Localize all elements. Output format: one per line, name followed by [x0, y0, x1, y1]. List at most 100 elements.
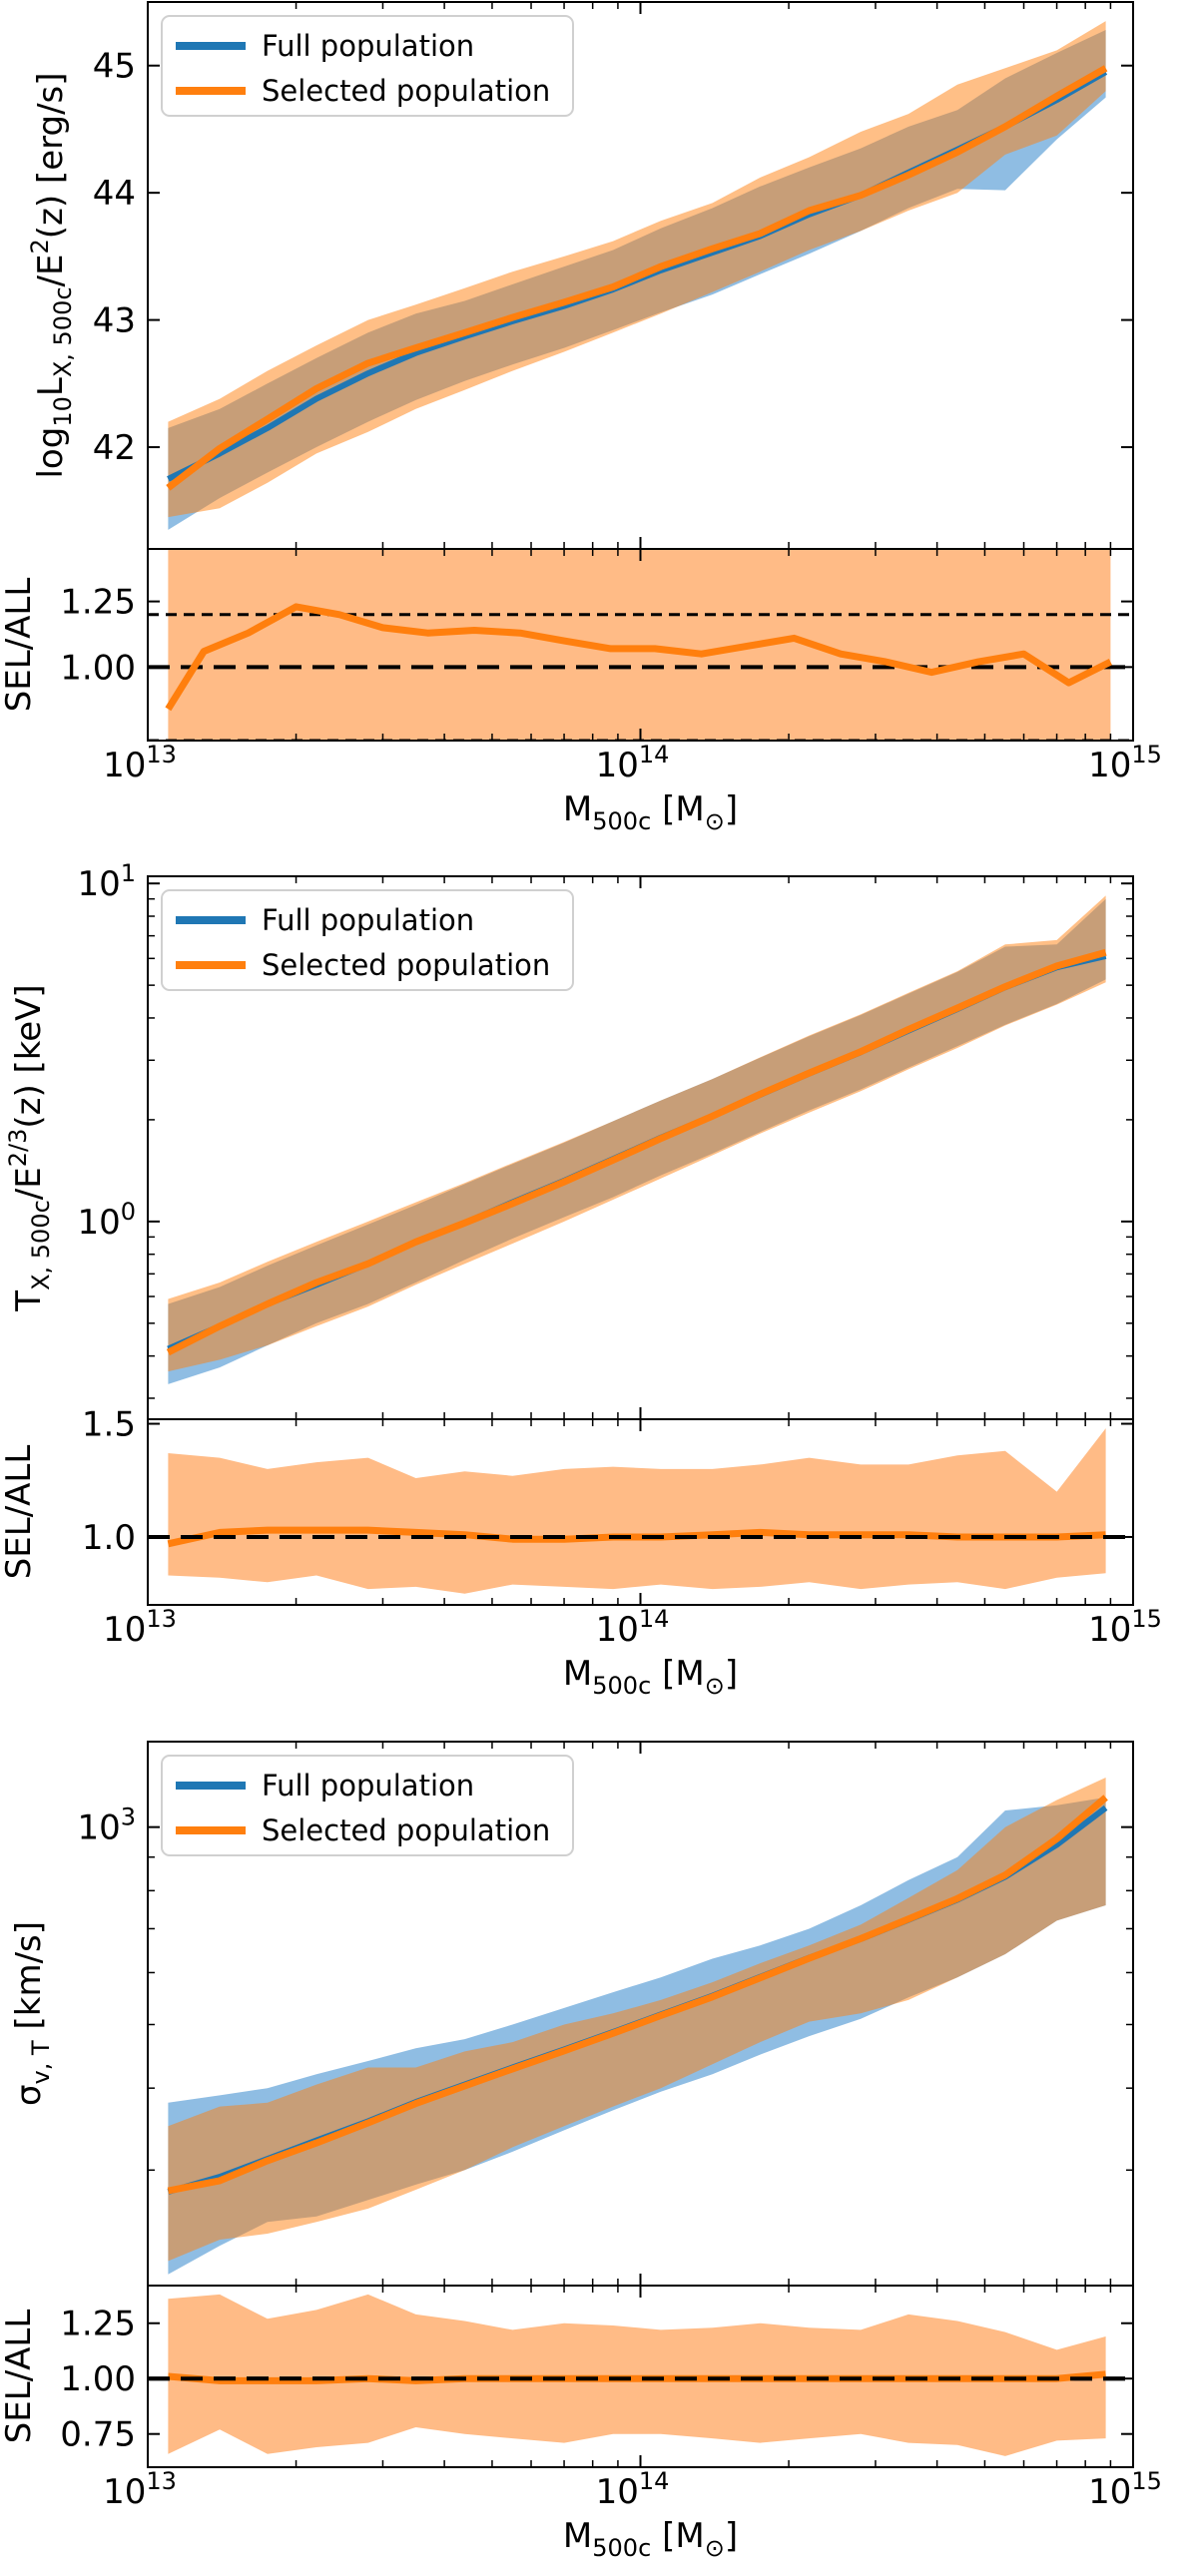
- legend-box: [161, 1755, 574, 1856]
- y-axis-label-sup: 2: [26, 239, 54, 254]
- ratio-plot-area: [148, 2294, 1133, 2456]
- x-tick-label-exp: 13: [146, 741, 177, 769]
- y-tick-label-base: 43: [93, 301, 136, 341]
- x-axis-label-part: ]: [725, 1654, 738, 1694]
- y-axis-label-part: /E: [9, 1167, 49, 1200]
- y-tick-label-exp: 0: [121, 1198, 136, 1226]
- x-tick-label-base: 10: [103, 2472, 146, 2512]
- selected-population-band: [168, 21, 1106, 518]
- y-tick-label-exp: 1: [121, 859, 136, 887]
- x-tick-label: 1013: [103, 741, 177, 785]
- selected-population-line: [166, 948, 1107, 1356]
- x-tick-label: 1015: [1088, 2467, 1162, 2512]
- x-tick-label-exp: 14: [639, 741, 670, 769]
- x-tick-label-exp: 15: [1131, 2467, 1162, 2495]
- x-tick-label-base: 10: [596, 1610, 639, 1650]
- x-tick-label: 1015: [1088, 741, 1162, 785]
- y-axis-label-part: (z) [erg/s]: [31, 72, 71, 239]
- x-tick-label-base: 10: [596, 2472, 639, 2512]
- y-axis-label: TX, 500c/E2/3(z) [keV]: [4, 984, 55, 1311]
- legend: Full population Selected population: [161, 889, 574, 991]
- x-tick-label: 1015: [1088, 1605, 1162, 1650]
- ratio-y-tick-label: 1.0: [82, 1518, 136, 1558]
- x-tick-label-exp: 14: [639, 2467, 670, 2495]
- main-plot-area: [166, 895, 1107, 1384]
- y-axis-label-part: log: [31, 427, 71, 479]
- legend-label: Full population: [262, 903, 474, 937]
- y-axis-label-sub: v, T: [27, 2040, 55, 2084]
- x-axis-label-part: ]: [725, 2516, 738, 2556]
- y-axis-label-part: σ: [9, 2084, 49, 2106]
- x-axis-label-sub: ⊙: [705, 807, 725, 835]
- x-tick-label-base: 10: [103, 746, 146, 785]
- y-axis-label-part: T: [9, 1290, 49, 1312]
- y-axis-label-sub: X, 500c: [49, 286, 77, 377]
- ratio-y-axis-label: SEL/ALL: [0, 2310, 39, 2444]
- main-plot-area: [166, 21, 1108, 530]
- selected-population-band: [168, 895, 1106, 1372]
- x-tick-label-exp: 15: [1131, 1605, 1162, 1633]
- x-axis-label-sub: ⊙: [705, 1672, 725, 1700]
- x-axis-label-sub: 500c: [592, 1672, 651, 1700]
- x-tick-label-base: 10: [1088, 1610, 1131, 1650]
- x-tick-label: 1014: [596, 1605, 670, 1650]
- selected-population-band: [168, 1778, 1106, 2262]
- x-tick-label-exp: 13: [146, 2467, 177, 2495]
- ratio-band: [168, 1428, 1106, 1594]
- ratio-y-tick-label: 1.5: [82, 1405, 136, 1445]
- x-tick-label: 1013: [103, 2467, 177, 2512]
- selected-population-line: [166, 65, 1108, 491]
- ratio-plot-area: [148, 1428, 1133, 1594]
- x-tick-label-base: 10: [1088, 2472, 1131, 2512]
- y-tick-label: 44: [93, 174, 136, 214]
- ratio-y-axis-label: SEL/ALL: [0, 578, 39, 713]
- legend-label: Selected population: [262, 948, 550, 982]
- ratio-y-axis-label: SEL/ALL: [0, 1445, 39, 1580]
- y-tick-label-exp: 3: [121, 1803, 136, 1831]
- legend: Full population Selected population: [161, 15, 574, 117]
- y-axis-label-part: [km/s]: [9, 1921, 49, 2040]
- y-axis-label: σv, T [km/s]: [9, 1921, 55, 2106]
- y-tick-label: 100: [77, 1198, 136, 1243]
- y-axis-label: log10LX, 500c/E2(z) [erg/s]: [26, 72, 77, 478]
- x-axis-label-part: M: [563, 789, 592, 829]
- y-tick-label-base: 42: [93, 428, 136, 468]
- y-axis-label-part: (z) [keV]: [9, 984, 49, 1128]
- y-axis-label-part: /E: [31, 255, 71, 287]
- main-plot-area: [167, 1778, 1108, 2275]
- x-axis-label-sub: 500c: [592, 807, 651, 835]
- y-tick-label-base: 45: [93, 47, 136, 87]
- x-tick-label-exp: 15: [1131, 741, 1162, 769]
- x-tick-label-base: 10: [103, 1610, 146, 1650]
- y-tick-label: 42: [93, 428, 136, 468]
- x-axis-label-part: M: [563, 1654, 592, 1694]
- legend-box: [161, 15, 574, 117]
- x-axis-label-part: [M: [651, 2516, 704, 2556]
- y-tick-label-base: 44: [93, 174, 136, 214]
- x-axis-label-part: [M: [651, 1654, 704, 1694]
- legend-box: [161, 889, 574, 991]
- y-tick-label: 43: [93, 301, 136, 341]
- x-axis-label: M500c [M⊙]: [563, 789, 738, 835]
- ratio-plot-area: [148, 549, 1133, 741]
- y-tick-label-base: 10: [77, 1808, 120, 1848]
- x-axis-label-part: [M: [651, 789, 704, 829]
- x-axis-label: M500c [M⊙]: [563, 1654, 738, 1700]
- ratio-y-tick-label: 1.00: [60, 648, 136, 688]
- x-tick-label: 1014: [596, 741, 670, 785]
- x-tick-label: 1014: [596, 2467, 670, 2512]
- x-axis-label: M500c [M⊙]: [563, 2516, 738, 2562]
- x-axis-label-part: M: [563, 2516, 592, 2556]
- legend-label: Selected population: [262, 1813, 550, 1847]
- y-tick-label-base: 10: [77, 1203, 120, 1243]
- y-axis-label-sup: 2/3: [4, 1129, 32, 1168]
- ratio-y-tick-label: 1.00: [60, 2359, 136, 2399]
- legend-label: Full population: [262, 29, 474, 63]
- chart-lx: 42 43 44 45 log10LX, 500c/E2(z) [erg/s] Full …: [0, 1, 1162, 835]
- legend-label: Selected population: [262, 74, 550, 108]
- y-axis-label-sub: 10: [49, 396, 77, 427]
- y-tick-label-base: 10: [77, 864, 120, 904]
